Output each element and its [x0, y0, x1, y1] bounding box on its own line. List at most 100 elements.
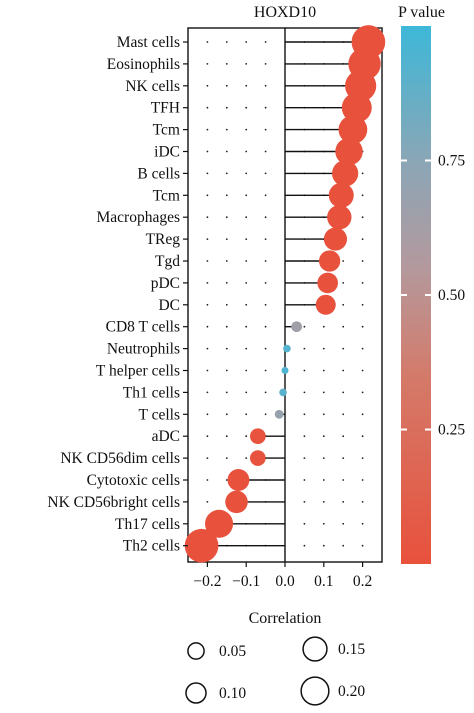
- grid-dot: [322, 391, 325, 394]
- y-tick-label: Eosinophils: [107, 56, 180, 73]
- grid-dot: [303, 325, 306, 328]
- grid-dot: [361, 172, 364, 175]
- size-legend-label: 0.05: [219, 643, 246, 660]
- grid-dot: [264, 150, 267, 153]
- grid-dot: [206, 41, 209, 43]
- grid-dot: [245, 282, 248, 284]
- data-point: [225, 490, 248, 514]
- grid-dot: [264, 238, 267, 241]
- grid-dot: [264, 347, 267, 350]
- grid-dot: [206, 325, 209, 328]
- grid-dot: [206, 260, 209, 262]
- grid-dot: [264, 325, 267, 328]
- x-tick-label: −0.1: [232, 573, 260, 590]
- grid-dot: [264, 413, 267, 416]
- grid-dot: [264, 194, 267, 197]
- grid-dot: [206, 216, 209, 219]
- data-point: [279, 388, 287, 397]
- grid-dot: [361, 457, 364, 459]
- grid-dot: [303, 435, 306, 438]
- y-tick-label: TReg: [146, 231, 181, 248]
- grid-dot: [322, 457, 325, 459]
- grid-dot: [361, 544, 364, 547]
- y-tick-label: Cytotoxic cells: [87, 472, 180, 489]
- grid-dot: [206, 106, 209, 109]
- grid-dot: [342, 325, 345, 328]
- grid-dot: [361, 391, 364, 394]
- grid-dot: [303, 457, 306, 459]
- grid-dot: [245, 194, 248, 197]
- grid-dot: [206, 391, 209, 394]
- data-point: [318, 250, 341, 272]
- grid-dot: [361, 347, 364, 350]
- y-tick-label: Neutrophils: [107, 341, 180, 358]
- y-tick-label: B cells: [137, 165, 180, 182]
- grid-dot: [264, 128, 267, 131]
- data-point: [332, 160, 359, 187]
- grid-dot: [322, 479, 325, 481]
- size-legend-circle: [302, 636, 328, 662]
- grid-dot: [245, 369, 248, 372]
- grid-dot: [322, 522, 325, 525]
- data-point: [341, 92, 372, 123]
- size-legend-label: 0.15: [338, 641, 365, 658]
- grid-dot: [361, 303, 364, 306]
- data-point: [327, 205, 352, 230]
- grid-dot: [303, 391, 306, 394]
- grid-dot: [264, 369, 267, 372]
- colorbar-tick-label: 0.25: [438, 422, 465, 439]
- grid-dot: [303, 501, 306, 503]
- grid-dot: [361, 369, 364, 372]
- y-tick-label: NK CD56bright cells: [47, 494, 180, 511]
- data-point: [283, 344, 291, 353]
- x-tick-label: −0.2: [193, 573, 221, 590]
- y-tick-label: T helper cells: [96, 363, 180, 380]
- data-point: [335, 137, 363, 166]
- y-tick-label: Tgd: [155, 253, 180, 270]
- grid-dot: [361, 435, 364, 438]
- y-tick-label: aDC: [152, 428, 180, 445]
- grid-dot: [342, 544, 345, 547]
- grid-dot: [225, 63, 228, 65]
- y-tick-label: pDC: [151, 275, 180, 292]
- y-tick-label: iDC: [154, 144, 180, 161]
- grid-dot: [322, 413, 325, 416]
- grid-dot: [361, 413, 364, 416]
- grid-dot: [206, 435, 209, 438]
- grid-dot: [342, 369, 345, 372]
- grid-dot: [206, 413, 209, 416]
- grid-dot: [303, 369, 306, 372]
- data-point: [205, 509, 234, 538]
- grid-dot: [225, 238, 228, 241]
- size-legend: 0.05 0.10 0.15 0.20: [185, 636, 365, 706]
- grid-dot: [225, 84, 228, 87]
- size-legend-circle: [185, 682, 207, 704]
- grid-dot: [245, 128, 248, 131]
- grid-dot: [342, 435, 345, 438]
- y-tick-label: T cells: [139, 406, 180, 423]
- y-tick-label: Th17 cells: [115, 516, 180, 533]
- data-point: [227, 469, 250, 491]
- grid-dot: [206, 501, 209, 503]
- grid-dot: [361, 325, 364, 328]
- grid-dot: [264, 282, 267, 284]
- grid-dot: [361, 260, 364, 262]
- y-tick-label: Th1 cells: [123, 384, 180, 401]
- grid-dot: [245, 325, 248, 328]
- grid-dot: [225, 479, 228, 481]
- grid-dot: [206, 128, 209, 131]
- grid-dot: [303, 522, 306, 525]
- grid-dot: [206, 63, 209, 65]
- grid-dot: [206, 194, 209, 197]
- grid-dot: [322, 544, 325, 547]
- grid-dot: [322, 369, 325, 372]
- data-point: [317, 272, 338, 294]
- grid-dot: [361, 522, 364, 525]
- data-point: [250, 428, 266, 445]
- grid-dot: [245, 172, 248, 175]
- grid-dot: [245, 413, 248, 416]
- x-axis-ticks: −0.2 −0.1 0.0 0.1 0.2: [193, 562, 372, 590]
- grid-dot: [245, 457, 248, 459]
- size-legend-label: 0.20: [338, 683, 365, 700]
